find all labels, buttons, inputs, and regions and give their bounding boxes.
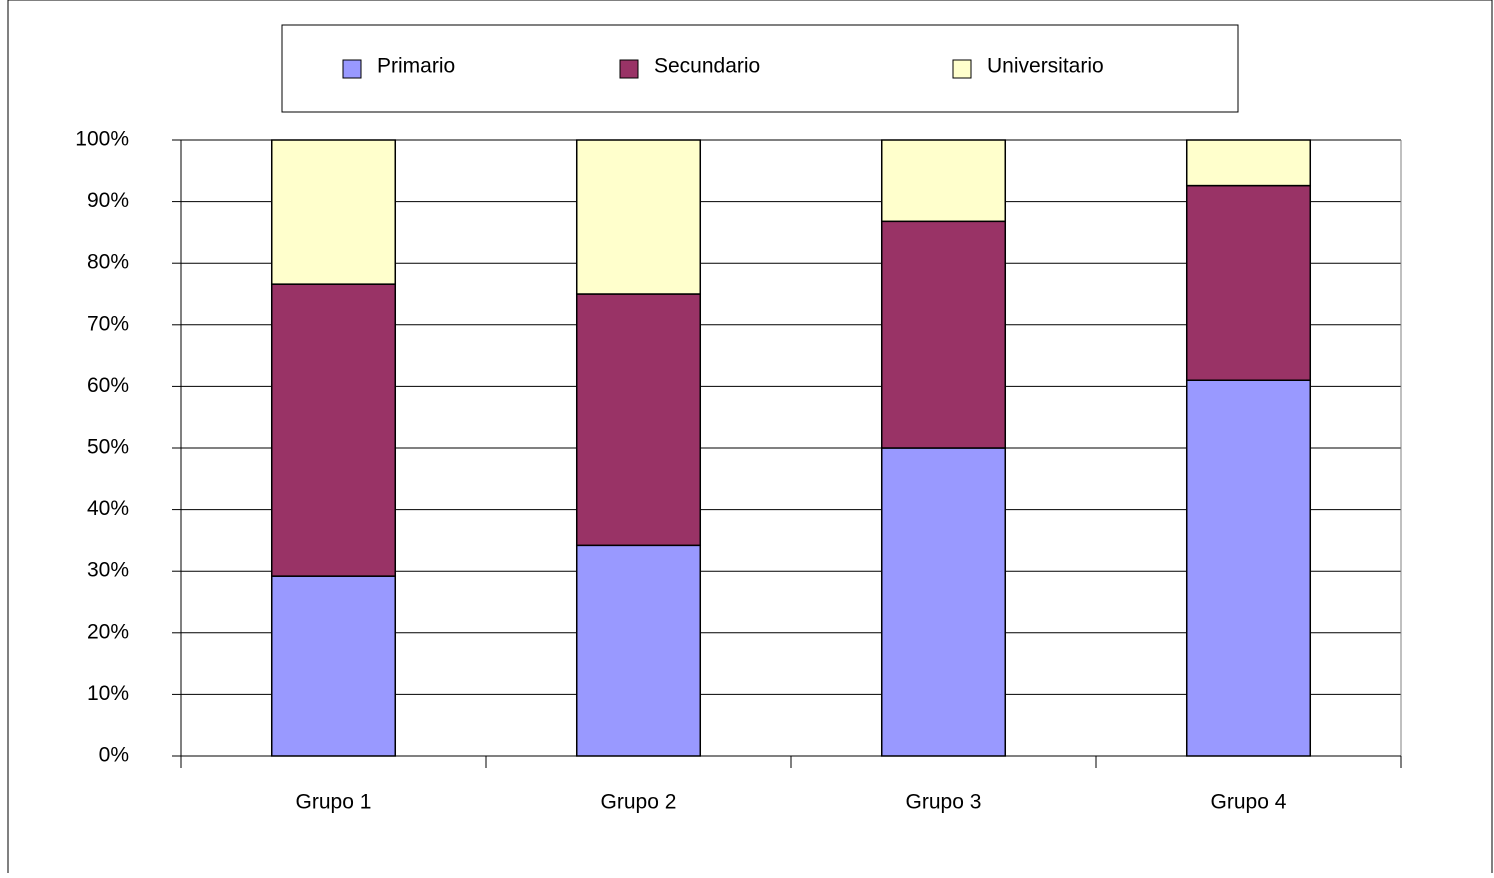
y-tick-label: 80% [87,251,129,274]
legend-swatch-primario [342,59,362,79]
bar-segment-primario [575,544,702,757]
x-tick-label: Grupo 2 [601,791,677,814]
y-tick-label: 0% [99,744,129,767]
y-tick-label: 60% [87,374,129,397]
bar-segment-universitario [1185,139,1312,187]
x-tick-label: Grupo 3 [906,791,982,814]
y-tick-label: 50% [87,436,129,459]
y-tick-label: 90% [87,189,129,212]
y-tick-label: 10% [87,682,129,705]
bar-segment-secundario [1185,184,1312,381]
y-tick-label: 30% [87,559,129,582]
y-tick-label: 20% [87,620,129,643]
bar-segment-universitario [575,139,702,295]
legend: Primario Secundario Universitario [281,24,1239,113]
bar-segment-secundario [880,220,1007,449]
legend-swatch-universitario [952,59,972,79]
bar-segment-universitario [270,139,397,285]
plot-area: 0% 10% 20% 30% 40% 50% 60% 70% 80% 90% 100% Grupo 1… [75,128,1402,814]
legend-item-primario: Primario [342,55,455,79]
x-tick-label: Grupo 1 [296,791,372,814]
bar-segment-primario [1185,379,1312,757]
legend-item-secundario: Secundario [619,55,760,79]
bar-segment-secundario [575,293,702,547]
bar-segment-primario [880,447,1007,757]
y-tick-label: 100% [75,128,129,151]
legend-label-primario: Primario [377,55,455,78]
y-tick-label: 70% [87,312,129,335]
legend-swatch-secundario [619,59,639,79]
bar-segment-secundario [270,283,397,577]
x-tick-label: Grupo 4 [1211,791,1287,814]
y-tick-label: 40% [87,497,129,520]
bar-segment-primario [270,575,397,757]
bar-segment-universitario [880,139,1007,223]
legend-item-universitario: Universitario [952,55,1104,79]
legend-label-universitario: Universitario [987,55,1104,78]
legend-label-secundario: Secundario [654,55,760,78]
legend-box [281,24,1239,113]
